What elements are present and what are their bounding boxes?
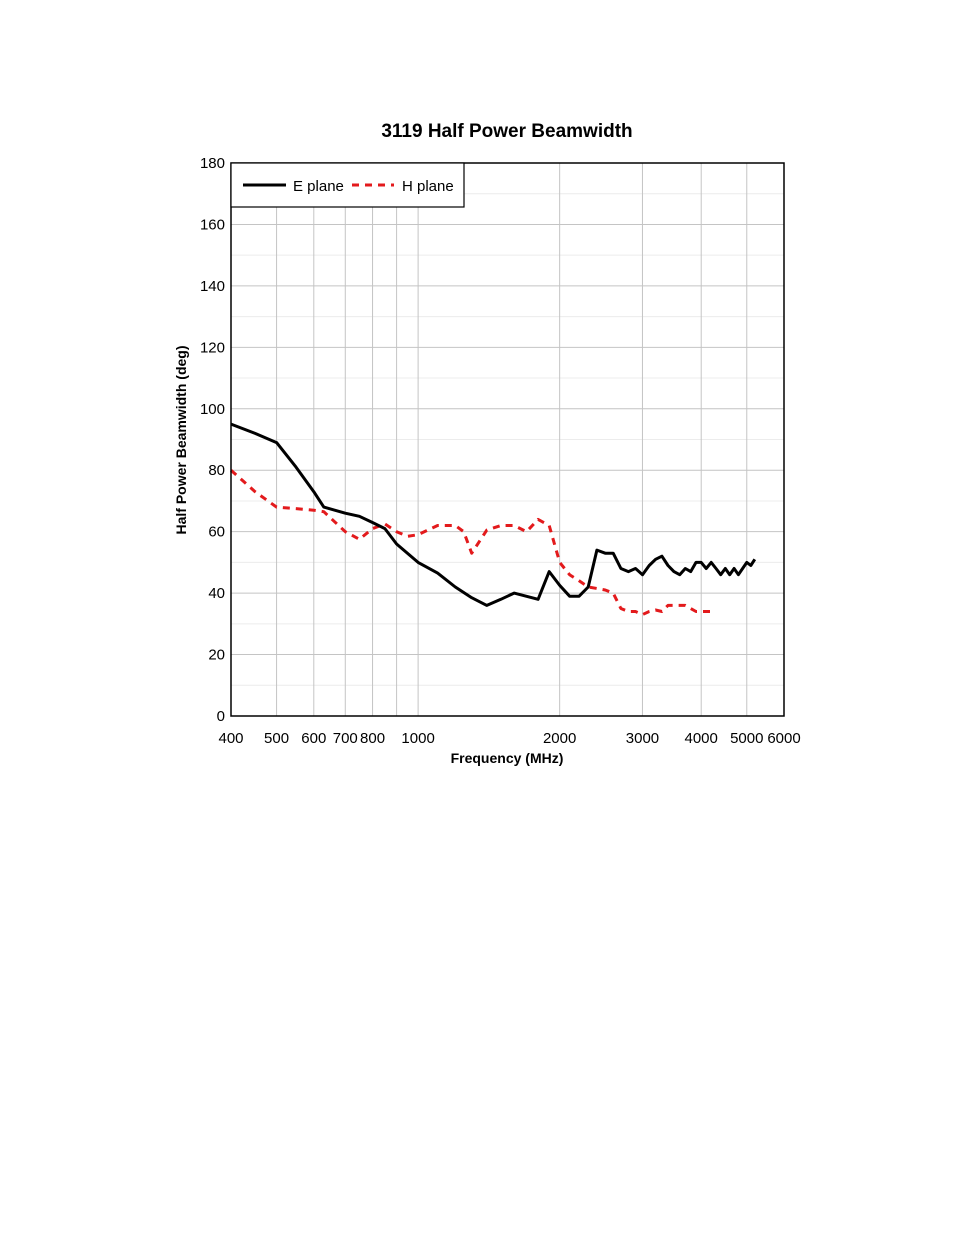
y-tick-label: 180 bbox=[200, 155, 225, 172]
legend-label-e-plane: E plane bbox=[293, 178, 344, 195]
x-tick-label: 400 bbox=[218, 730, 243, 747]
series-line-e-plane bbox=[230, 422, 757, 607]
plot-frame bbox=[230, 162, 785, 717]
x-tick-label: 500 bbox=[264, 730, 289, 747]
grid bbox=[230, 162, 785, 717]
x-tick-label: 4000 bbox=[685, 730, 718, 747]
legend: E plane H plane bbox=[230, 162, 465, 208]
x-tick-label: 6000 bbox=[767, 730, 800, 747]
x-axis-ticks: 400 500 600 700 800 1000 2000 3000 4000 5000 6000 bbox=[218, 730, 800, 747]
y-tick-label: 160 bbox=[200, 216, 225, 233]
y-tick-label: 100 bbox=[200, 401, 225, 418]
x-tick-label: 600 bbox=[301, 730, 326, 747]
y-tick-label: 20 bbox=[208, 647, 225, 664]
y-tick-label: 120 bbox=[200, 339, 225, 356]
x-tick-label: 3000 bbox=[626, 730, 659, 747]
x-tick-label: 700 bbox=[333, 730, 358, 747]
series-group bbox=[230, 422, 757, 617]
x-tick-label: 800 bbox=[360, 730, 385, 747]
x-tick-label: 2000 bbox=[543, 730, 576, 747]
legend-label-h-plane: H plane bbox=[402, 178, 454, 195]
y-tick-label: 40 bbox=[208, 585, 225, 602]
x-tick-label: 1000 bbox=[401, 730, 434, 747]
chart-title: 3119 Half Power Beamwidth bbox=[381, 121, 632, 142]
y-tick-label: 80 bbox=[208, 462, 225, 479]
x-tick-label: 5000 bbox=[730, 730, 763, 747]
y-axis-ticks: 0 20 40 60 80 100 120 140 160 180 bbox=[200, 155, 225, 725]
x-axis-label: Frequency (MHz) bbox=[451, 750, 564, 766]
y-axis-label: Half Power Beamwidth (deg) bbox=[173, 345, 189, 534]
y-tick-label: 0 bbox=[217, 708, 225, 725]
y-tick-label: 60 bbox=[208, 524, 225, 541]
series-line-h-plane bbox=[230, 469, 712, 617]
y-tick-label: 140 bbox=[200, 278, 225, 295]
